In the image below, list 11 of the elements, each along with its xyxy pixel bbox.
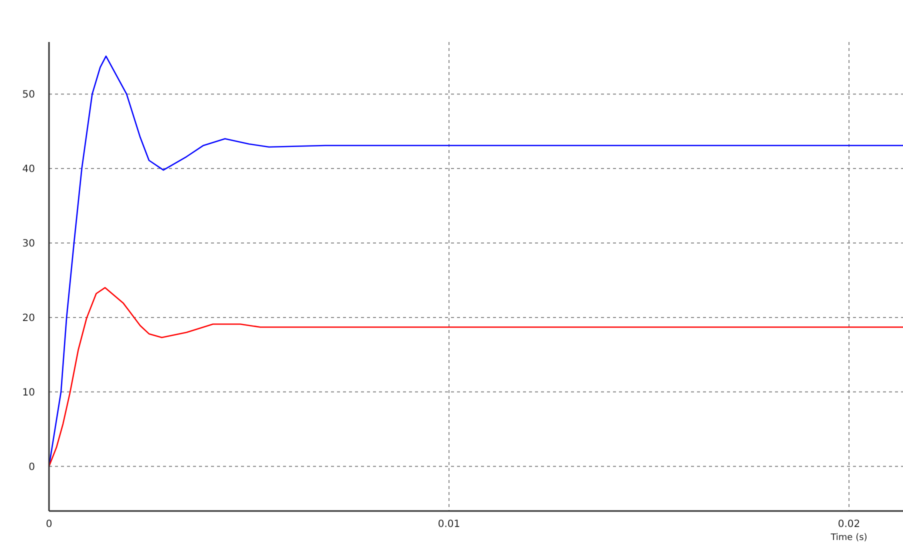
y-tick-label: 0 — [28, 462, 35, 473]
y-tick-label: 30 — [22, 238, 35, 250]
x-tick-label: 0.01 — [438, 519, 460, 530]
x-tick-label: 0.02 — [838, 519, 860, 530]
x-tick-label: 0 — [46, 519, 52, 530]
x-axis-title: Time (s) — [830, 533, 868, 543]
y-tick-label: 50 — [22, 90, 35, 101]
line-series — [48, 287, 903, 467]
y-tick-label: 40 — [22, 164, 35, 176]
y-tick-label: 20 — [22, 312, 35, 324]
y-tick-label: 10 — [22, 387, 35, 398]
